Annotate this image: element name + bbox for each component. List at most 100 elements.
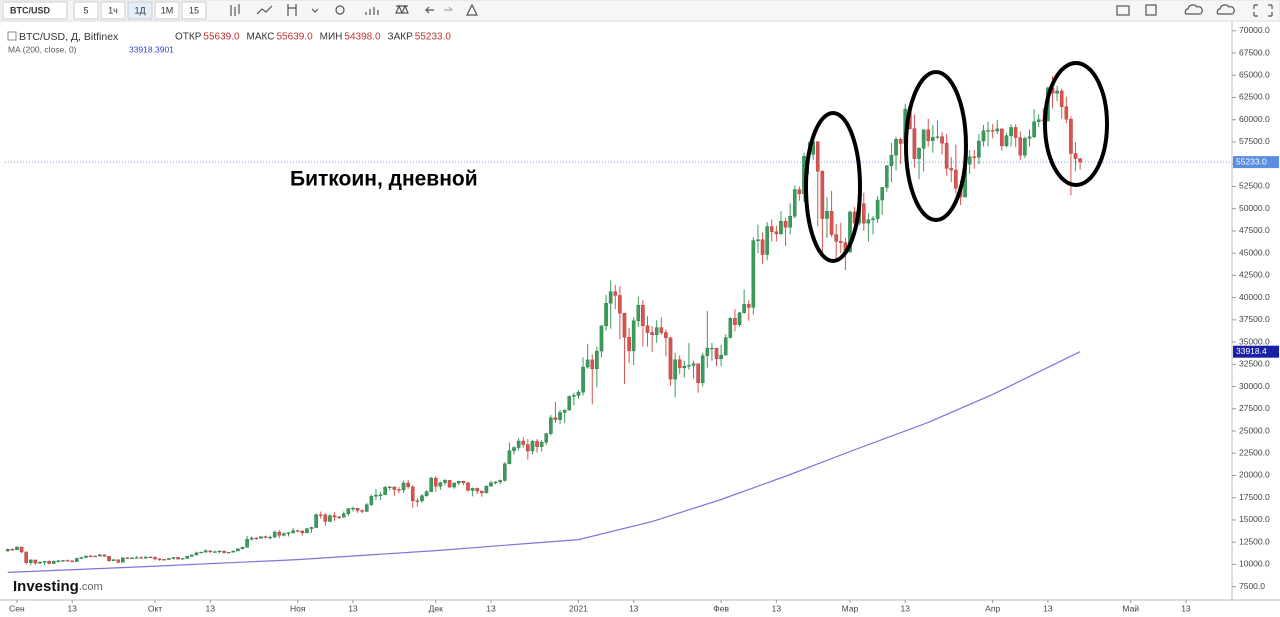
candle-body	[121, 557, 125, 563]
candle-body	[972, 156, 977, 158]
icon-redo[interactable]	[444, 6, 454, 11]
candle-body	[424, 491, 429, 496]
candle-body	[995, 128, 1000, 132]
y-tick-label: 57500.0	[1239, 136, 1270, 146]
candle-body	[498, 480, 503, 483]
candle-body	[148, 556, 153, 558]
icon-cloud-save[interactable]	[1184, 4, 1203, 15]
candle-body	[401, 482, 406, 491]
candle-body	[880, 187, 885, 201]
candle-body	[61, 560, 65, 562]
candle-body	[705, 347, 710, 356]
candle-body	[438, 482, 443, 487]
candle-body	[314, 514, 318, 528]
icon-cloud-load[interactable]	[1216, 4, 1235, 15]
icon-indicator[interactable]	[287, 4, 297, 16]
candle-body	[723, 337, 728, 356]
candle-body	[645, 325, 650, 333]
candle-body	[1013, 127, 1018, 138]
candle-body	[79, 557, 84, 559]
interval-button[interactable]	[154, 1, 180, 20]
ohlc-value: 55233.0	[415, 32, 452, 43]
candle-body	[733, 318, 737, 325]
interval-button[interactable]	[181, 1, 207, 20]
candle-body	[765, 226, 769, 255]
ohlc-label: ОТКР	[175, 32, 202, 43]
toolbar-icons	[230, 3, 1273, 17]
collapse-box[interactable]	[7, 31, 17, 41]
icon-line[interactable]	[256, 5, 273, 15]
candle-body	[944, 143, 949, 169]
icon-layout[interactable]	[1145, 4, 1157, 16]
candle-body	[516, 440, 521, 448]
x-tick-label: 13	[67, 603, 77, 613]
candle-body	[636, 304, 641, 322]
candle-body	[167, 558, 171, 560]
candle-body	[691, 363, 696, 366]
icon-settings[interactable]	[335, 5, 345, 15]
icon-fullscreen[interactable]	[1253, 4, 1273, 17]
candle-body	[282, 533, 286, 536]
y-tick-label: 70000.0	[1239, 25, 1270, 35]
icon-dropdown[interactable]	[311, 8, 319, 13]
icon-alert[interactable]	[466, 3, 478, 16]
candle-body	[245, 539, 249, 548]
candle-body	[967, 156, 972, 165]
icon-scale[interactable]	[395, 4, 409, 14]
candle-body	[788, 216, 792, 228]
y-tick-label: 52500.0	[1239, 181, 1270, 191]
icon-undo[interactable]	[424, 6, 434, 14]
y-tick-label: 40000.0	[1239, 292, 1270, 302]
last-price-tag-label: 55233.0	[1236, 156, 1267, 166]
interval-label: 1ч	[108, 5, 118, 15]
candle-body	[56, 560, 61, 562]
y-tick-label: 60000.0	[1239, 114, 1270, 124]
candle-body	[171, 557, 176, 559]
symbol-box[interactable]	[2, 1, 68, 20]
icon-compare[interactable]	[365, 7, 379, 15]
candle-body	[714, 347, 719, 360]
candle-body	[526, 444, 530, 452]
drawn-oval	[1043, 61, 1109, 187]
candle-body	[530, 441, 535, 452]
x-tick-label: Апр	[985, 603, 1000, 613]
candle-body	[19, 546, 24, 553]
candle-body	[894, 139, 898, 156]
candle-body	[369, 496, 374, 505]
candle-body	[153, 557, 157, 560]
interval-label: 5	[83, 5, 88, 15]
candle-body	[180, 558, 185, 560]
symbol: BTC/USD	[10, 5, 50, 15]
candle-body	[654, 327, 659, 335]
interval-button[interactable]	[100, 1, 126, 20]
candle-body	[756, 239, 760, 241]
candle-body	[456, 480, 461, 484]
candle-body	[696, 363, 700, 383]
y-tick-label: 15000.0	[1239, 514, 1270, 524]
candle-body	[797, 189, 802, 194]
drawn-oval	[904, 70, 968, 222]
icon-candles[interactable]	[230, 4, 240, 16]
candle-body	[318, 514, 323, 516]
candle-body	[585, 359, 590, 368]
candle-body	[641, 304, 645, 326]
candle-body	[581, 366, 585, 393]
candle-body	[102, 554, 107, 557]
x-tick-label: Окт	[148, 603, 162, 613]
interval-button[interactable]	[127, 1, 153, 20]
y-tick-label: 32500.0	[1239, 359, 1270, 369]
ohlc-label: МИН	[320, 32, 343, 43]
candle-body	[240, 547, 245, 550]
candle-body	[783, 221, 788, 228]
icon-camera[interactable]	[1116, 5, 1130, 16]
candle-body	[415, 500, 420, 502]
ma-legend-value: 33918.3901	[129, 44, 174, 54]
interval-button[interactable]	[73, 1, 99, 20]
candle-body	[144, 556, 148, 559]
candle-body	[309, 527, 314, 529]
candle-body	[268, 536, 272, 539]
candle-body	[93, 555, 98, 558]
y-tick-label: 7500.0	[1239, 581, 1265, 591]
ohlc-value: 55639.0	[276, 32, 313, 43]
candle-body	[710, 347, 714, 350]
